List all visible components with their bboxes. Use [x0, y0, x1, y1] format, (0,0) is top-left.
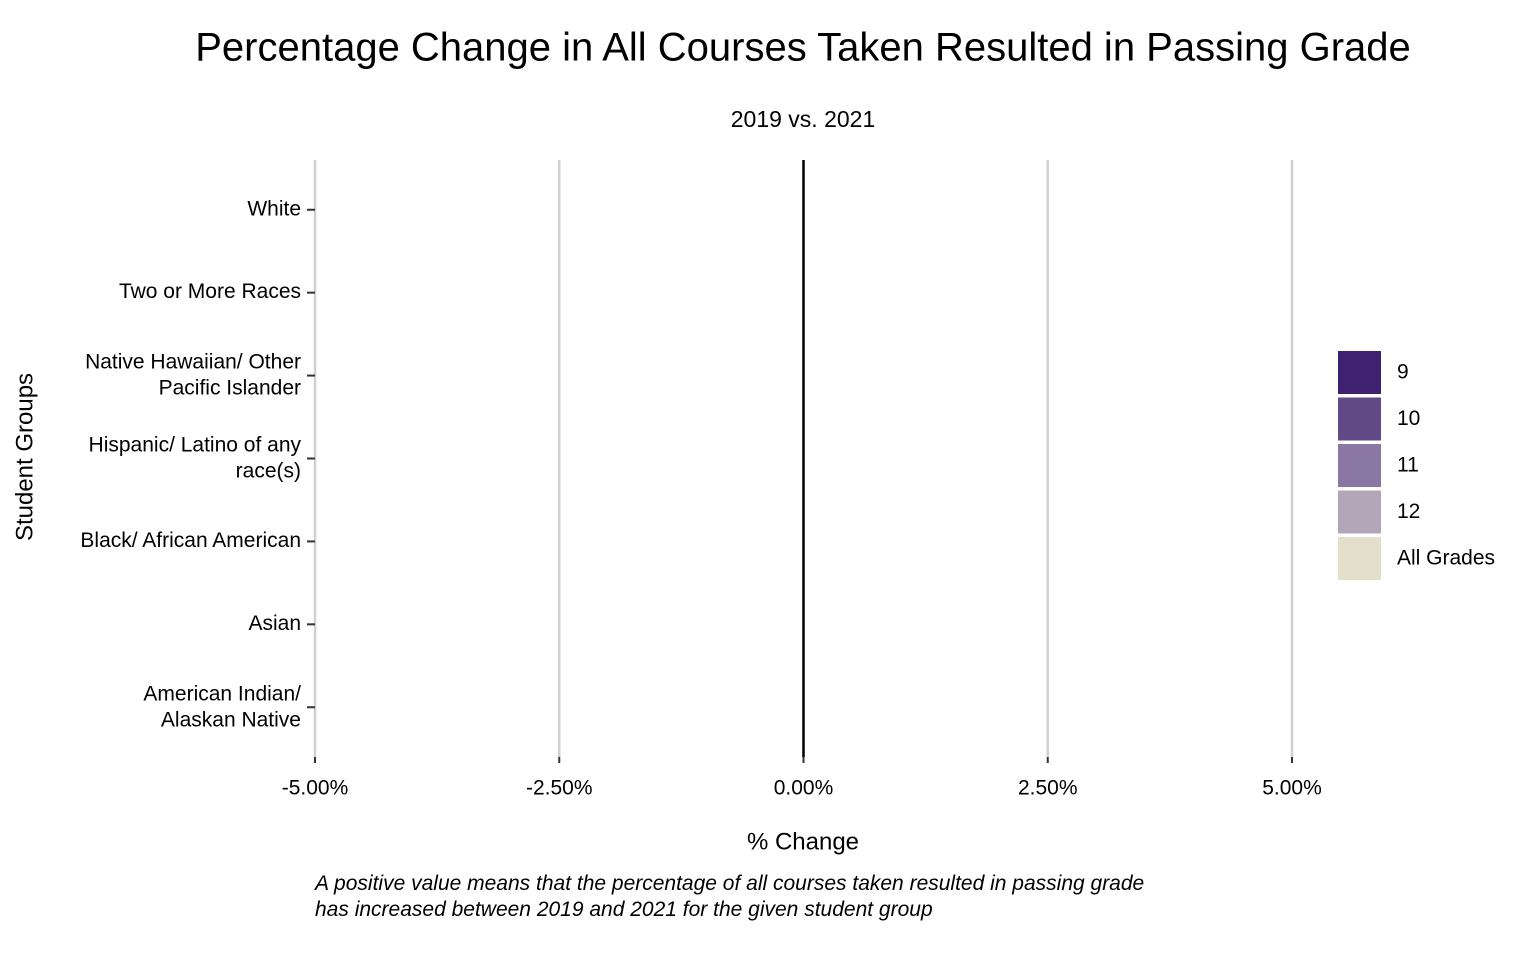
x-tick-label: 2.50%: [1018, 777, 1078, 800]
y-tick-label: White: [247, 197, 301, 220]
x-tick-label: 5.00%: [1262, 777, 1322, 800]
y-tick-label: Hispanic/ Latino of any race(s): [89, 433, 302, 482]
y-tick-label: Native Hawaiian/ Other Pacific Islander: [85, 350, 301, 399]
legend-swatch: [1338, 397, 1381, 441]
y-tick-label: Two or More Races: [119, 280, 301, 303]
x-axis-title: % Change: [747, 828, 859, 855]
y-tick-label: American Indian/Alaskan Native: [143, 682, 301, 731]
y-tick-label: Asian: [248, 612, 301, 635]
legend-label: 9: [1397, 361, 1409, 384]
legend-swatch: [1338, 537, 1381, 580]
chart-subtitle: 2019 vs. 2021: [731, 106, 876, 132]
legend-swatch: [1338, 490, 1381, 534]
chart-title: Percentage Change in All Courses Taken R…: [195, 26, 1411, 70]
legend-label: 10: [1397, 407, 1420, 430]
x-tick-label: -2.50%: [526, 777, 593, 800]
legend-label: 11: [1397, 454, 1419, 477]
y-tick-label: Black/ African American: [80, 529, 301, 552]
legend-label: All Grades: [1397, 547, 1495, 570]
y-axis-title: Student Groups: [11, 373, 38, 541]
x-tick-label: -5.00%: [282, 777, 349, 800]
legend-swatch: [1338, 351, 1381, 394]
caption: A positive value means that the percenta…: [313, 872, 1144, 921]
x-tick-label: 0.00%: [774, 777, 834, 800]
legend-label: 12: [1397, 500, 1420, 523]
legend-swatch: [1338, 444, 1381, 487]
